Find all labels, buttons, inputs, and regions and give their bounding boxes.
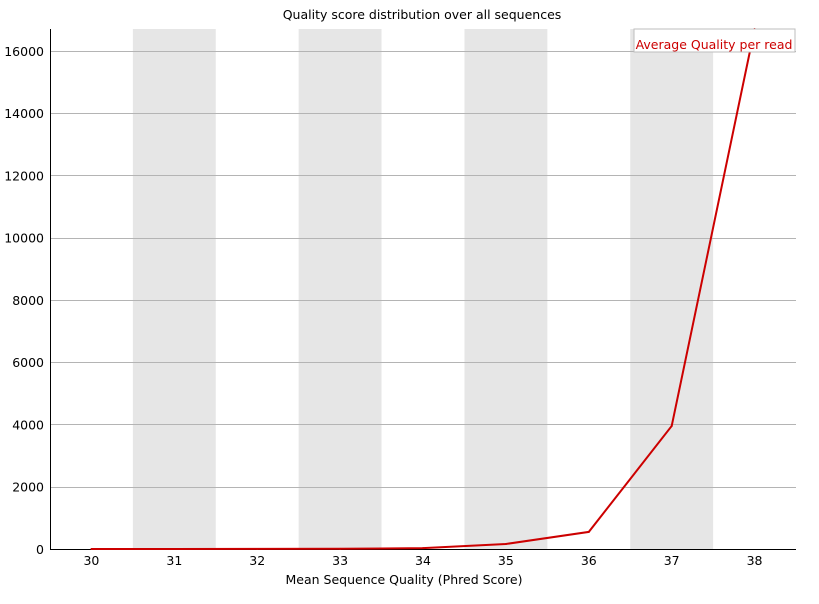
data-point bbox=[670, 425, 673, 428]
y-tick-label: 14000 bbox=[4, 106, 44, 121]
y-tick-label: 8000 bbox=[12, 293, 44, 308]
x-tick-label: 37 bbox=[664, 553, 680, 568]
x-tick-label: 31 bbox=[166, 553, 182, 568]
legend-box bbox=[633, 28, 796, 53]
band-33 bbox=[298, 29, 382, 549]
y-tick-label: 16000 bbox=[4, 44, 44, 59]
data-point bbox=[339, 547, 342, 550]
x-tick-label: 34 bbox=[415, 553, 431, 568]
band-35 bbox=[464, 29, 548, 549]
band-31 bbox=[132, 29, 216, 549]
legend: Average Quality per read bbox=[633, 28, 796, 53]
y-tick-label: 10000 bbox=[4, 231, 44, 246]
y-tick-label: 2000 bbox=[12, 480, 44, 495]
data-point bbox=[422, 547, 424, 550]
x-tick-label: 38 bbox=[747, 553, 763, 568]
x-tick-label: 36 bbox=[581, 553, 597, 568]
x-tick-label: 35 bbox=[498, 553, 514, 568]
x-axis-label: Mean Sequence Quality (Phred Score) bbox=[286, 572, 523, 587]
data-point bbox=[173, 547, 176, 550]
data-point bbox=[504, 543, 507, 546]
y-tick-label: 0 bbox=[36, 542, 44, 557]
x-tick-label: 33 bbox=[332, 553, 348, 568]
y-tick-label: 12000 bbox=[4, 168, 44, 183]
data-point bbox=[90, 547, 93, 550]
legend-series-label: Average Quality per read bbox=[636, 37, 793, 52]
grid-lines bbox=[50, 51, 796, 488]
chart-title: Quality score distribution over all sequ… bbox=[283, 7, 562, 22]
x-tick-label: 30 bbox=[83, 553, 99, 568]
background-bands bbox=[132, 29, 714, 549]
data-point bbox=[256, 547, 259, 550]
y-tick-label: 4000 bbox=[12, 417, 44, 432]
x-tick-label: 32 bbox=[249, 553, 265, 568]
data-point bbox=[587, 530, 590, 533]
y-tick-label: 6000 bbox=[12, 355, 44, 370]
tick-labels: 0 2000 4000 6000 8000 10000 12000 14000 16000 30 3… bbox=[4, 44, 762, 568]
